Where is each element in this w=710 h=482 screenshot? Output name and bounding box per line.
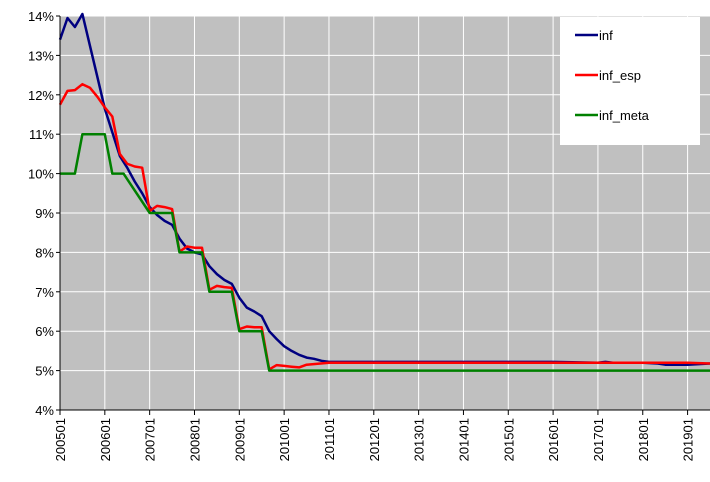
series-line-inf-esp xyxy=(58,82,710,371)
x-tick-label: 201401 xyxy=(456,418,471,461)
x-tick-label: 201801 xyxy=(636,418,651,461)
x-tick-label: 201101 xyxy=(322,418,337,460)
series-line-inf-meta xyxy=(60,132,710,372)
x-tick-label: 200701 xyxy=(143,418,158,461)
y-tick-label: 5% xyxy=(35,364,54,379)
y-tick-label: 7% xyxy=(35,285,54,300)
x-tick-label: 201501 xyxy=(501,418,516,461)
y-tick-label: 13% xyxy=(28,48,54,63)
x-tick-label: 201601 xyxy=(546,418,561,461)
y-tick-label: 10% xyxy=(28,167,54,182)
legend-label: inf_esp xyxy=(599,68,641,83)
x-tick-label: 201201 xyxy=(367,418,382,461)
y-tick-label: 8% xyxy=(35,245,54,260)
y-tick-label: 12% xyxy=(28,88,54,103)
series-layer xyxy=(58,12,710,372)
y-tick-label: 6% xyxy=(35,324,54,339)
legend: inf inf_esp inf_meta xyxy=(560,17,700,145)
x-tick-label: 201001 xyxy=(277,418,292,461)
x-tick-label: 200901 xyxy=(232,418,247,461)
y-tick-labels: 4% 5% 6% 7% 8% 9% 10% 11% 12% 13% 14% xyxy=(28,9,60,418)
y-tick-label: 4% xyxy=(35,403,54,418)
legend-label: inf xyxy=(599,28,613,43)
x-tick-label: 201701 xyxy=(591,418,606,461)
x-tick-labels: 200501 200601 200701 200801 200901 201001 2011… xyxy=(53,410,696,461)
x-tick-label: 200601 xyxy=(98,418,113,461)
legend-box xyxy=(560,17,700,145)
y-tick-label: 9% xyxy=(35,206,54,221)
x-tick-label: 200501 xyxy=(53,418,68,461)
x-tick-label: 201901 xyxy=(681,418,696,461)
gridlines xyxy=(60,15,710,410)
y-tick-label: 14% xyxy=(28,9,54,24)
legend-label: inf_meta xyxy=(599,108,650,123)
x-tick-label: 201301 xyxy=(412,418,427,461)
x-tick-label: 200801 xyxy=(187,418,202,461)
y-tick-label: 11% xyxy=(29,127,54,142)
